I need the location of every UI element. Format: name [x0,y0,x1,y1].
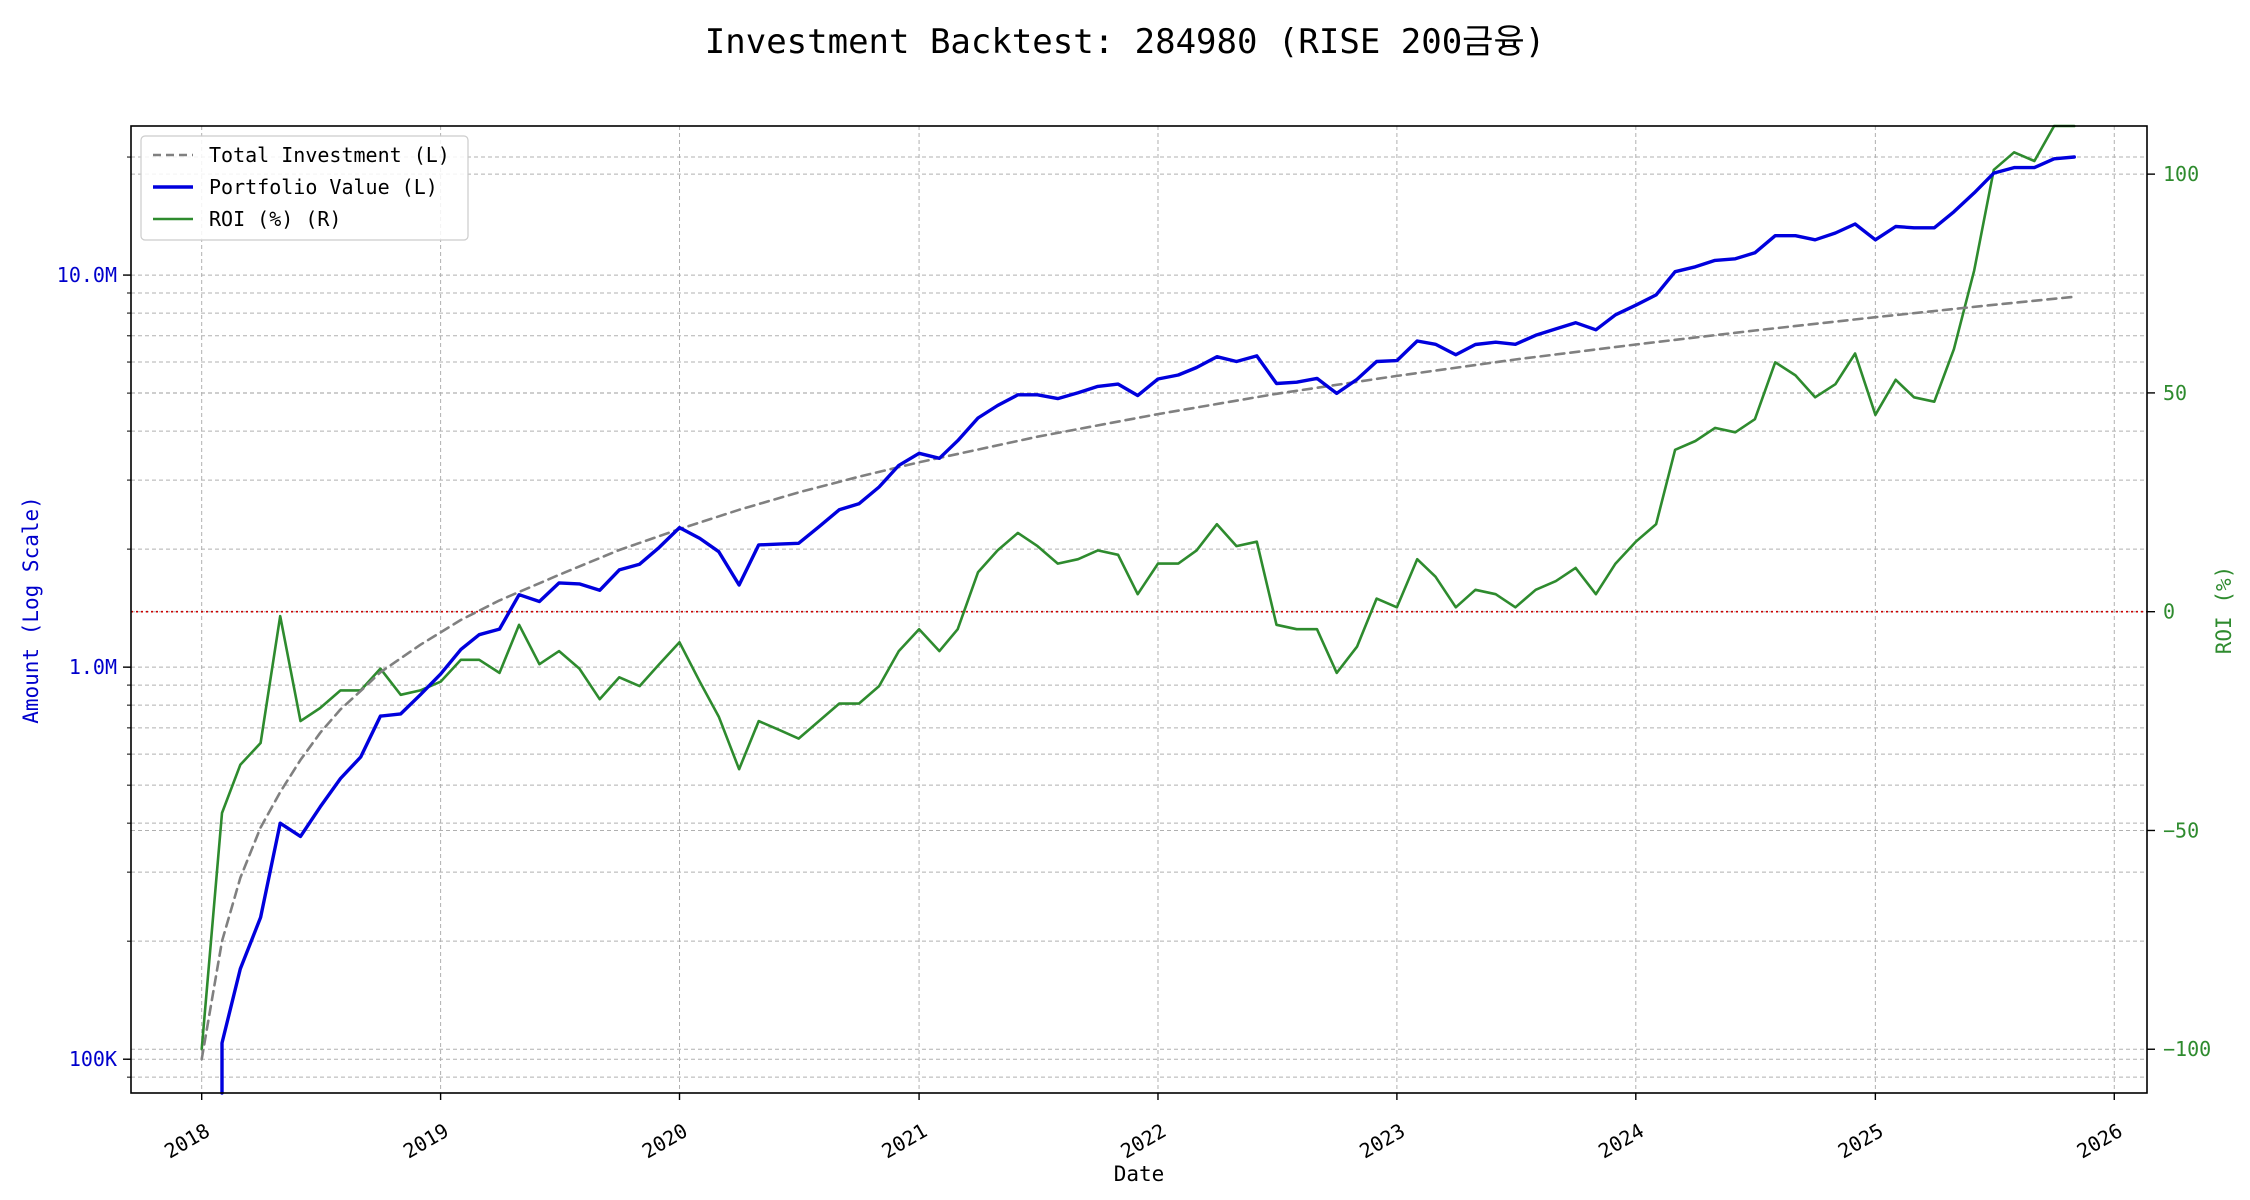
left-tick-label: 10.0M [57,263,117,287]
left-axis-ticks: 100K 1.0M 10.0M [57,156,131,1078]
plot-frame [130,125,2148,1094]
legend-label-roi: ROI (%) (R) [209,207,341,231]
right-axis-label: ROI (%) [2212,566,2236,655]
left-tick-label: 1.0M [69,655,117,679]
x-tick-label-2019: 2019 [399,1118,453,1163]
x-axis-label: Date [1114,1162,1165,1186]
x-tick-label-2018: 2018 [160,1118,214,1163]
series-portfolio-value [220,155,2077,1095]
x-axis-ticks: 2018 2019 2020 2021 2022 2023 2024 2025 2026 [160,1093,2126,1163]
legend: Total Investment (L) Portfolio Value (L)… [140,135,469,241]
left-axis-label: Amount (Log Scale) [19,496,43,724]
legend-box [140,135,469,241]
right-tick-label: −100 [2163,1037,2211,1061]
x-tick-label-2022: 2022 [1116,1118,1170,1163]
chart-title: Investment Backtest: 284980 (RISE 200금융) [704,22,1546,62]
series-layer [200,124,2077,1095]
series-total-investment [200,295,2076,1061]
right-axis-ticks: −100 −50 0 50 100 [2147,162,2211,1061]
legend-label-portfolio-value: Portfolio Value (L) [209,175,438,199]
right-tick-label: −50 [2163,818,2199,842]
x-tick-label-2025: 2025 [1834,1118,1888,1163]
right-tick-label: 50 [2163,381,2187,405]
x-tick-label-2026: 2026 [2073,1118,2127,1163]
right-tick-label: 100 [2163,162,2199,186]
right-tick-label: 0 [2163,600,2175,624]
legend-label-total-investment: Total Investment (L) [209,143,450,167]
left-tick-label: 100K [69,1047,117,1071]
x-tick-label-2020: 2020 [638,1118,692,1163]
x-tick-label-2024: 2024 [1594,1118,1648,1163]
x-tick-label-2023: 2023 [1355,1118,1409,1163]
x-tick-label-2021: 2021 [877,1118,931,1163]
series-roi [200,124,2076,1051]
grid-lines [131,126,2147,1093]
